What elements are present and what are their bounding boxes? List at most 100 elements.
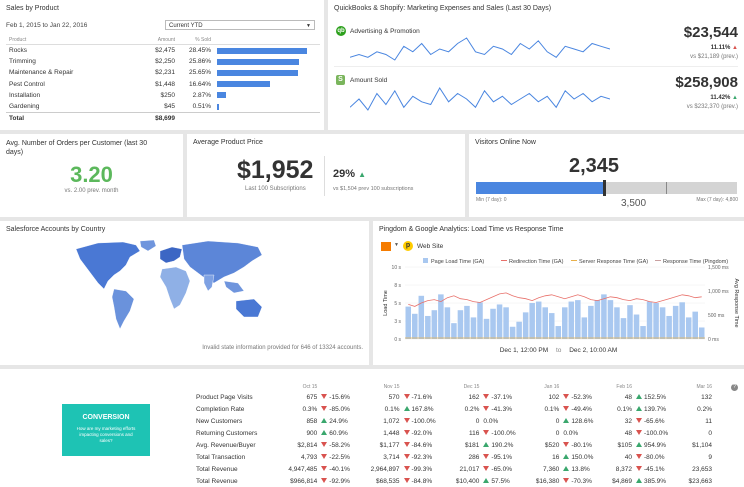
product-pct: 16.64% <box>188 80 211 88</box>
panel-title: Avg. Number of Orders per Customer (last… <box>6 140 148 156</box>
column-header-change <box>634 382 679 391</box>
metric-change: 128.6% <box>561 415 604 427</box>
metric-label: Avg. Revenue/Buyer <box>196 441 256 449</box>
metric-value: $181 <box>464 441 480 449</box>
metric-change-value: -45.1% <box>643 465 665 473</box>
metric-change: 13.8% <box>561 463 604 475</box>
metric-change: 0.0% <box>561 427 604 439</box>
help-icon[interactable]: ? <box>731 384 738 391</box>
table-row: Rocks $2,475 28.45% <box>6 45 320 57</box>
metric-change-value: 0.0% <box>483 417 499 425</box>
metric-value: 675 <box>306 393 318 401</box>
column-header: Oct 15 <box>302 383 318 390</box>
metric-value: $966,814 <box>290 477 318 485</box>
metric-change-value: -100.0% <box>643 429 669 437</box>
conversion-panel: CONVERSION How are my marketing efforts … <box>0 369 744 487</box>
metric-change: -92.0% <box>402 427 447 439</box>
metric-change-value: -71.6% <box>411 393 433 401</box>
arrow-down-icon <box>635 465 642 471</box>
metric-change-value: -92.0% <box>411 429 433 437</box>
sparkline-path <box>350 37 610 61</box>
metric-value: $520 <box>544 441 560 449</box>
price-prev: vs $1,504 prev 100 subscriptions <box>333 186 414 192</box>
load-time-bar <box>548 313 555 339</box>
conversion-table: Oct 15 Nov 15 Dec 15 Jan 16 Feb 16 Mar 16 Pro… <box>194 382 714 487</box>
metric-change: -80.0% <box>634 451 679 463</box>
load-time-bar <box>542 307 548 339</box>
arrow-up-icon <box>635 477 642 483</box>
ads-prev: vs $21,189 (prev.) <box>690 54 738 60</box>
load-time-bar <box>483 318 490 339</box>
metric-change: -22.5% <box>319 451 360 463</box>
metric-change: 190.2% <box>481 439 526 451</box>
metric-label: Product Page Visits <box>196 393 253 401</box>
metric-value: 23,653 <box>692 465 712 473</box>
product-name: Maintenance & Repair <box>9 69 74 77</box>
metric-value: $16,380 <box>535 477 560 485</box>
arrow-down-icon <box>563 477 570 483</box>
metric-value: 0 <box>555 417 560 425</box>
load-time-bar <box>679 302 685 339</box>
metric-change: -92.3% <box>402 451 447 463</box>
triangle-up-icon: ▲ <box>358 170 367 179</box>
chevron-down-icon: ▼ <box>394 242 399 248</box>
pingdom-panel: Pingdom & Google Analytics: Load Time vs… <box>373 221 744 365</box>
load-time-bar <box>653 303 659 339</box>
load-time-bar <box>562 307 568 339</box>
arrow-up-icon <box>403 405 410 411</box>
metric-value: 21,017 <box>459 465 480 473</box>
table-row: Pest Control $1,448 16.64% <box>6 79 320 90</box>
pingdom-icon: p <box>403 241 413 251</box>
total-spacer <box>214 113 320 125</box>
world-map <box>75 239 263 330</box>
arrow-down-icon <box>321 405 328 411</box>
metric-change: 954.9% <box>634 439 679 451</box>
sales-change: 11.42% ▲ <box>710 95 738 101</box>
metric-change-value: -95.1% <box>491 453 513 461</box>
load-time-bar <box>666 315 672 339</box>
metric-change-value: -84.8% <box>411 477 433 485</box>
metric-change-value: -40.1% <box>329 465 350 473</box>
arrow-up-icon <box>483 477 490 483</box>
product-name: Installation <box>9 91 41 99</box>
product-pct: 2.87% <box>192 91 211 99</box>
metric-change-value: -99.3% <box>411 465 433 473</box>
metric-change-value: 150.0% <box>571 453 594 461</box>
metric-change: 60.9% <box>319 427 360 439</box>
metric-change-value: -92.3% <box>411 453 433 461</box>
load-time-bar <box>633 314 640 339</box>
ads-change: 11.11% ▲ <box>711 45 738 51</box>
metric-label: Completion Rate <box>196 405 245 413</box>
panel-title: Pingdom & Google Analytics: Load Time vs… <box>379 226 564 233</box>
load-time-bar <box>640 326 646 339</box>
sales-change-value: 11.42% <box>710 95 731 101</box>
metric-label: Total Revenue <box>196 477 238 485</box>
share-bar <box>217 92 227 99</box>
product-amount: $2,475 <box>155 47 175 55</box>
arrow-down-icon <box>563 441 570 447</box>
site-label: Web Site <box>417 243 444 250</box>
load-time-bar <box>438 294 444 339</box>
metric-change: -65.6% <box>634 415 679 427</box>
quickbooks-panel: QuickBooks & Shopify: Marketing Expenses… <box>328 0 744 130</box>
visitors-min: Min (7 day): 0 <box>476 197 507 203</box>
y-tick-label: 5 s <box>394 301 401 307</box>
visitors-current-marker <box>602 180 606 196</box>
y-tick-label: 0 s <box>394 337 401 343</box>
map-southeast-asia <box>223 280 245 294</box>
load-time-bar <box>457 310 464 339</box>
metric-change-value: 167.8% <box>411 405 434 413</box>
arrow-down-icon <box>321 465 328 471</box>
metric-change-value: -70.3% <box>571 477 592 485</box>
price-pct: 29% ▲ <box>333 168 366 180</box>
metric-value: 0 <box>555 429 560 437</box>
visitors-bar-fill <box>476 182 604 194</box>
load-time-bar <box>581 317 588 339</box>
arrow-down-icon <box>403 393 410 399</box>
load-time-bar <box>412 313 418 339</box>
visitors-panel: Visitors Online Now 2,345 Min (7 day): 0… <box>469 134 744 217</box>
metric-change: -49.4% <box>561 403 604 415</box>
period-select[interactable]: Current YTD ▼ <box>165 20 315 30</box>
metric-label: Returning Customers <box>196 429 258 437</box>
table-row: Completion Rate 0.3% -85.0% 0.1% 167.8% 0.2% -… <box>194 403 714 415</box>
